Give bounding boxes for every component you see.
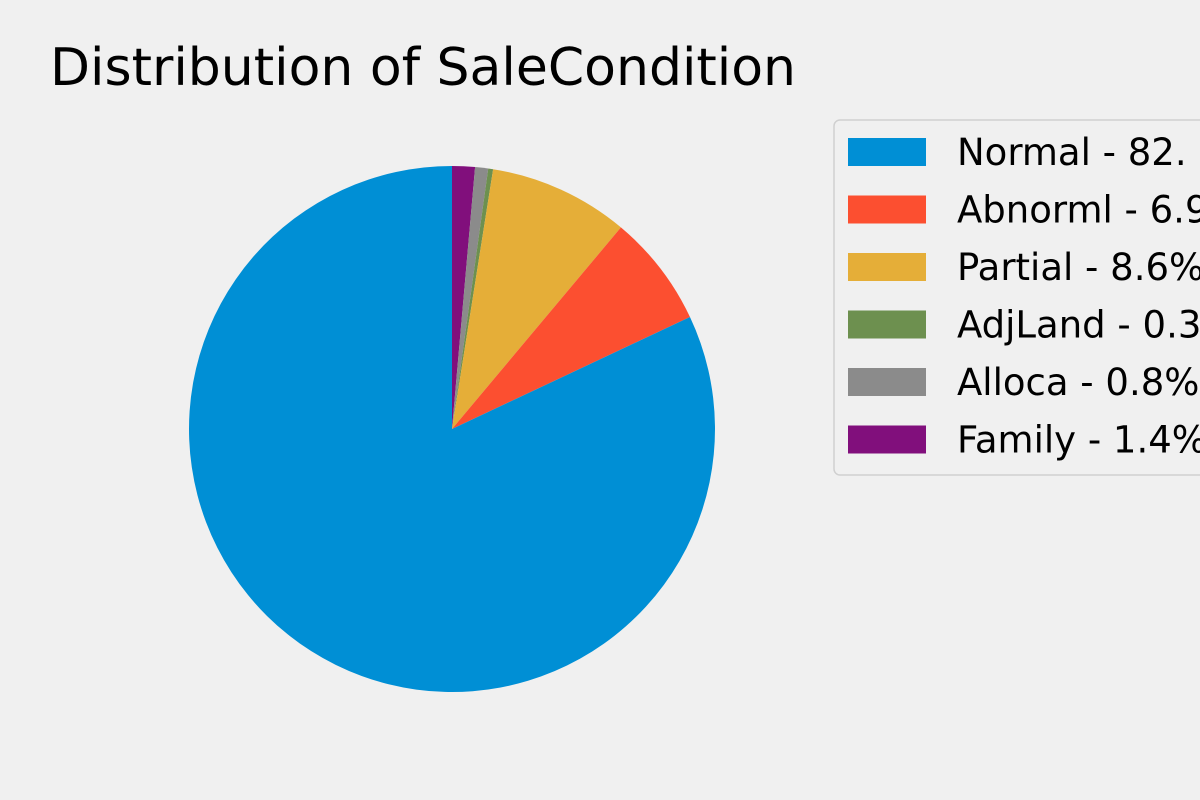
- legend-label-abnorml: Abnorml - 6.9: [957, 189, 1200, 232]
- pie-slice-family: [452, 166, 476, 429]
- pie-slices: [189, 166, 716, 692]
- pie-slice-abnorml: [452, 227, 690, 429]
- legend-swatch-abnorml: [848, 195, 926, 224]
- legend-label-partial: Partial - 8.6%: [957, 246, 1200, 289]
- legend-swatch-normal: [848, 138, 926, 166]
- legend: Normal - 82. Abnorml - 6.9 Partial - 8.6% A…: [833, 119, 1200, 476]
- chart-title: Distribution of SaleCondition: [50, 38, 796, 98]
- legend-label-family: Family - 1.4%: [957, 419, 1200, 462]
- legend-label-alloca: Alloca - 0.8%: [957, 361, 1199, 404]
- pie-slice-adjland: [452, 168, 494, 429]
- legend-swatch-partial: [848, 253, 926, 281]
- legend-swatch-alloca: [848, 368, 926, 396]
- legend-label-adjland: AdjLand - 0.3: [957, 304, 1200, 347]
- pie-slice-partial: [452, 169, 621, 430]
- legend-swatch-adjland: [848, 310, 926, 339]
- legend-swatch-family: [848, 425, 926, 454]
- legend-label-normal: Normal - 82.: [957, 131, 1187, 174]
- pie-slice-normal: [189, 166, 716, 692]
- pie-slice-alloca: [452, 167, 489, 429]
